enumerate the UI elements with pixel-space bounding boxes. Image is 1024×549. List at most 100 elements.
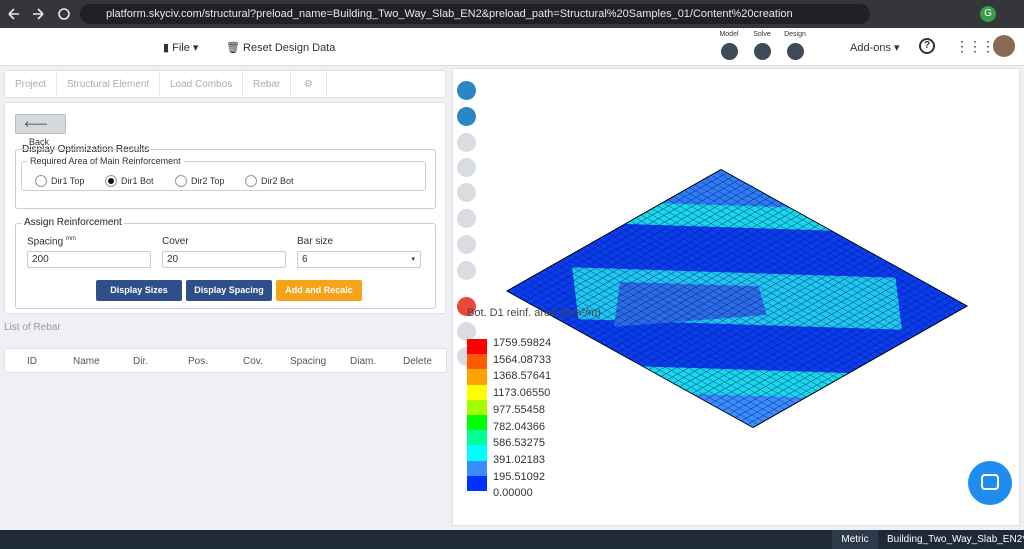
- apps-button[interactable]: ⋮⋮⋮: [955, 38, 995, 54]
- legend-label: 977.55458: [493, 403, 545, 416]
- file-label[interactable]: File: [172, 42, 190, 54]
- input[interactable]: 6 ▾: [297, 251, 421, 268]
- tool-button[interactable]: [457, 107, 476, 126]
- step-label: Solve: [753, 31, 771, 38]
- column-header: Cov.: [243, 356, 263, 367]
- radio[interactable]: [105, 175, 117, 187]
- profile-avatar[interactable]: G: [980, 6, 996, 22]
- tab[interactable]: Load Combos: [160, 71, 244, 97]
- tool-button[interactable]: [457, 133, 476, 152]
- addons-menu[interactable]: Add-ons ▾: [850, 42, 900, 54]
- radio-group: [21, 161, 426, 191]
- help-button[interactable]: ?: [919, 38, 935, 54]
- assign-fields: Spacing mm 200 Cover 20 Bar size 6 ▾: [27, 236, 427, 272]
- settings-tab[interactable]: ⚙: [291, 71, 327, 97]
- radio[interactable]: [245, 175, 257, 187]
- status-bar: Metric Building_Two_Way_Slab_EN2*: [0, 530, 1024, 549]
- legend-swatch: [467, 445, 487, 461]
- optimization-box: [15, 149, 436, 209]
- legend-swatch: [467, 415, 487, 431]
- step-label: Model: [719, 31, 739, 38]
- tool-button[interactable]: [457, 209, 476, 228]
- radio-dot[interactable]: [108, 178, 114, 184]
- radio-label[interactable]: Dir2 Bot: [261, 176, 294, 186]
- slab-mesh: [506, 169, 968, 428]
- button[interactable]: Display Sizes: [96, 280, 182, 301]
- file-menu[interactable]: ▮ File ▾: [163, 42, 199, 54]
- dropdown-arrow[interactable]: ▾: [411, 256, 415, 263]
- input[interactable]: 20: [162, 251, 286, 268]
- view-tools: [453, 69, 483, 369]
- column-header: Name: [73, 356, 100, 367]
- legend-label: 1564.08733: [493, 353, 552, 366]
- addons-label[interactable]: Add-ons: [850, 42, 891, 54]
- radio-label[interactable]: Dir2 Top: [191, 176, 225, 186]
- rebar-table-header: ID Name Dir. Pos. Cov. Spacing Diam. Delete: [4, 348, 447, 373]
- tab[interactable]: Rebar: [243, 71, 292, 97]
- unit: mm: [65, 236, 76, 242]
- tool-button[interactable]: [457, 183, 476, 202]
- units[interactable]: Metric: [832, 530, 878, 549]
- nav-buttons[interactable]: [6, 6, 72, 22]
- legend-label: 1759.59824: [493, 337, 552, 349]
- tool-button[interactable]: [457, 297, 476, 316]
- back-label[interactable]: Back: [29, 137, 50, 147]
- address-bar[interactable]: platform.skyciv.com/structural?preload_n…: [80, 4, 870, 24]
- input[interactable]: 200: [27, 251, 151, 268]
- chat-icon[interactable]: [981, 474, 999, 490]
- file-name: Building_Two_Way_Slab_EN2*: [887, 534, 1024, 545]
- legend-label: 1173.06550: [493, 387, 551, 400]
- tool-button[interactable]: [457, 322, 476, 341]
- tool-button[interactable]: [457, 261, 476, 280]
- field-label: Spacing mm: [27, 236, 76, 248]
- legend-swatch: [467, 384, 487, 400]
- button[interactable]: Display Spacing: [186, 280, 272, 301]
- legend-swatch: [467, 354, 487, 370]
- back-button[interactable]: 🡐 Back: [15, 114, 66, 147]
- radio[interactable]: [175, 175, 187, 187]
- step-icon[interactable]: [721, 43, 738, 60]
- legend-swatch: [467, 399, 487, 415]
- step-icon[interactable]: [787, 43, 804, 60]
- legend-label: 0.00000: [493, 487, 533, 500]
- legend-swatch: [467, 460, 487, 476]
- radio-options: Dir1 Top Dir1 Bot Dir2 Top Dir2 Bot: [35, 175, 425, 189]
- workflow-steps: Model Solve Design: [715, 31, 815, 65]
- tab[interactable]: Project: [5, 71, 58, 97]
- browser-bar: platform.skyciv.com/structural?preload_n…: [0, 0, 1024, 28]
- field-label: Cover: [162, 236, 189, 247]
- step-icon[interactable]: [754, 43, 771, 60]
- group-label: Required Area of Main Reinforcement: [27, 156, 184, 166]
- app-toolbar: ▮ File ▾ 🗑 Reset Design Data Model Solve D…: [0, 28, 1024, 66]
- button[interactable]: Add and Recalc: [276, 280, 362, 301]
- viewport: Bot. D1 reinf. area (mm²/m) 1759.59824 15…: [452, 68, 1020, 526]
- chat-button[interactable]: [968, 461, 1012, 505]
- legend-swatch: [467, 475, 487, 491]
- legend-label: 391.02183: [493, 453, 545, 466]
- radio-label[interactable]: Dir1 Bot: [121, 176, 154, 186]
- legend-title: Bot. D1 reinf. area (mm²/m): [467, 307, 601, 319]
- radio-label[interactable]: Dir1 Top: [51, 176, 85, 186]
- column-header: Pos.: [188, 356, 209, 367]
- radio[interactable]: [35, 175, 47, 187]
- legend-swatch: [467, 430, 487, 446]
- color-legend: 1759.59824 1564.08733 1368.57641 1173.06550…: [467, 337, 587, 499]
- tool-button[interactable]: [457, 81, 476, 100]
- legend-label: 195.51092: [493, 470, 545, 483]
- tool-button[interactable]: [457, 158, 476, 177]
- column-header: ID: [27, 356, 37, 367]
- tab[interactable]: Structural Element: [57, 71, 161, 97]
- list-title: List of Rebar: [4, 322, 61, 333]
- reset-label[interactable]: Reset Design Data: [243, 42, 336, 54]
- legend-label: 782.04366: [493, 420, 545, 433]
- column-header: Spacing: [290, 356, 327, 367]
- user-avatar[interactable]: [993, 35, 1015, 57]
- column-header: Delete: [403, 356, 432, 367]
- section-title: Assign Reinforcement: [22, 217, 124, 228]
- tool-button[interactable]: [457, 235, 476, 254]
- legend-label: 1368.57641: [493, 370, 552, 383]
- column-header: Diam.: [350, 356, 377, 367]
- reset-design[interactable]: 🗑 Reset Design Data: [226, 42, 336, 54]
- legend-swatch: [467, 369, 487, 385]
